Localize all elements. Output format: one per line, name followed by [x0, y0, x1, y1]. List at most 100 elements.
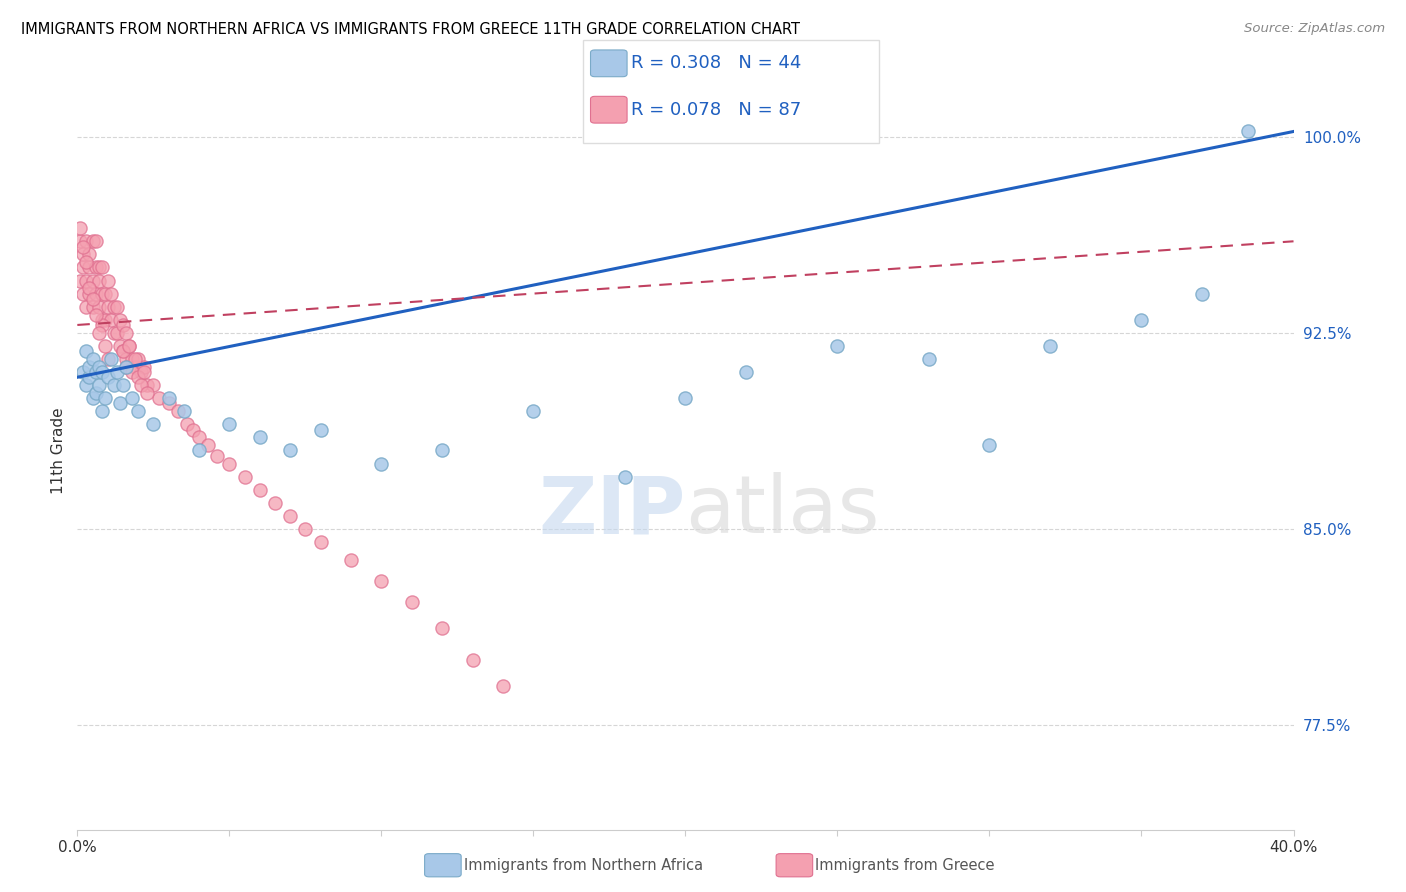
Point [979, 438, 1001, 452]
Point [87, 359, 110, 374]
Point [108, 396, 131, 410]
Point [115, 351, 138, 366]
Point [84, 365, 107, 379]
Point [105, 326, 128, 340]
Point [103, 326, 125, 340]
Point [75, 378, 97, 392]
Point [278, 443, 301, 458]
Point [103, 300, 125, 314]
Point [218, 457, 240, 471]
Point [118, 339, 141, 353]
Point [111, 344, 134, 359]
Point [157, 391, 180, 405]
Point [84, 260, 107, 275]
Point [129, 378, 152, 392]
Point [142, 378, 165, 392]
Point [87, 378, 110, 392]
Point [1237, 124, 1260, 138]
Point [176, 417, 198, 432]
Point [340, 553, 363, 567]
Point [121, 365, 143, 379]
Point [84, 386, 107, 401]
Point [93, 312, 115, 326]
Point [129, 365, 152, 379]
Point [118, 339, 141, 353]
Text: Source: ZipAtlas.com: Source: ZipAtlas.com [1244, 22, 1385, 36]
Point [264, 496, 287, 510]
Text: R = 0.078   N = 87: R = 0.078 N = 87 [631, 101, 801, 119]
Point [115, 359, 138, 374]
Point [735, 365, 758, 379]
Point [105, 365, 128, 379]
Point [124, 359, 146, 374]
Point [309, 535, 332, 549]
Point [127, 404, 149, 418]
Text: Immigrants from Greece: Immigrants from Greece [815, 858, 995, 872]
Point [218, 417, 240, 432]
Point [188, 430, 211, 444]
Point [75, 235, 97, 249]
Point [1191, 286, 1213, 301]
Point [82, 292, 104, 306]
Point [100, 351, 122, 366]
Point [84, 235, 107, 249]
Point [430, 621, 453, 635]
Point [90, 286, 112, 301]
Text: Immigrants from Northern Africa: Immigrants from Northern Africa [464, 858, 703, 872]
Point [87, 326, 110, 340]
Point [115, 359, 138, 374]
Point [401, 595, 423, 609]
Point [127, 370, 149, 384]
Point [111, 344, 134, 359]
Text: IMMIGRANTS FROM NORTHERN AFRICA VS IMMIGRANTS FROM GREECE 11TH GRADE CORRELATION: IMMIGRANTS FROM NORTHERN AFRICA VS IMMIG… [21, 22, 800, 37]
Point [75, 344, 97, 359]
Point [492, 679, 515, 693]
Point [148, 391, 170, 405]
Point [124, 351, 146, 366]
Text: ZIP: ZIP [538, 472, 686, 550]
Point [87, 273, 110, 287]
Point [82, 273, 104, 287]
Point [278, 508, 301, 523]
Point [370, 574, 392, 589]
Point [111, 318, 134, 332]
Point [79, 286, 101, 301]
Point [1039, 339, 1062, 353]
Point [75, 300, 97, 314]
Point [233, 469, 256, 483]
Point [108, 339, 131, 353]
Point [127, 351, 149, 366]
Point [93, 286, 115, 301]
Point [136, 386, 159, 401]
Point [100, 286, 122, 301]
Point [249, 483, 271, 497]
Point [79, 359, 101, 374]
Point [111, 378, 134, 392]
Point [69, 221, 91, 235]
Point [461, 652, 484, 666]
Point [93, 391, 115, 405]
Point [79, 247, 101, 261]
Point [79, 370, 101, 384]
Point [121, 351, 143, 366]
Point [1130, 312, 1153, 326]
Point [157, 396, 180, 410]
Point [918, 351, 941, 366]
Point [115, 326, 138, 340]
Point [93, 339, 115, 353]
Point [197, 438, 219, 452]
Point [370, 457, 392, 471]
Point [522, 404, 544, 418]
Point [136, 378, 159, 392]
Point [97, 370, 120, 384]
Point [79, 281, 101, 295]
Point [72, 239, 94, 253]
Point [205, 449, 228, 463]
Point [82, 300, 104, 314]
Y-axis label: 11th Grade: 11th Grade [51, 407, 66, 494]
Point [69, 273, 91, 287]
Point [309, 423, 332, 437]
Point [90, 318, 112, 332]
Point [90, 312, 112, 326]
Point [294, 522, 316, 536]
